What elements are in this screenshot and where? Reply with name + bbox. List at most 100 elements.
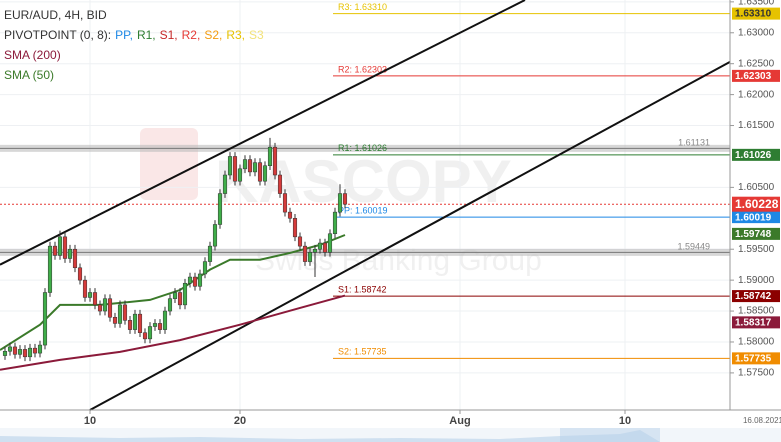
y-tick-label: 1.63000: [738, 27, 775, 38]
candle-body: [132, 313, 138, 330]
candle-body: [202, 261, 208, 275]
pivot-label: R1: 1.61026: [338, 143, 387, 153]
candle-body: [257, 162, 263, 182]
candle-body: [7, 346, 13, 352]
navigator-area: [0, 430, 660, 442]
y-tick-label: 1.57500: [738, 368, 775, 379]
candle-body: [57, 236, 63, 256]
candle-body: [127, 320, 133, 330]
trend-line: [0, 0, 526, 266]
candle-body: [342, 193, 348, 205]
pivot-label: R3: 1.63310: [338, 2, 387, 12]
candle-body: [137, 313, 143, 333]
price-box: [732, 290, 780, 303]
price-box: [732, 211, 780, 224]
candle-body: [72, 248, 78, 269]
candle-body: [242, 159, 248, 170]
legend-entry: SMA (200): [4, 48, 61, 62]
chart-title: EUR/AUD, 4H, BID: [4, 8, 107, 22]
candle-body: [107, 298, 113, 318]
candle-body: [27, 347, 33, 358]
x-tick-label: 20: [234, 415, 246, 427]
navigator-window[interactable]: [560, 428, 660, 442]
candle-body: [152, 323, 158, 327]
candle-body: [267, 146, 273, 166]
pivot-label: R2: 1.62303: [338, 64, 387, 74]
candle-body: [322, 242, 328, 253]
axes: 1.63500 1.63000 1.62500 1.62000 1.61500 1.605…: [84, 0, 780, 427]
candle-body: [67, 248, 73, 259]
y-tick-label: 1.59000: [738, 275, 775, 286]
candle-body: [12, 346, 18, 355]
price-box: [732, 352, 780, 365]
candle-body: [37, 344, 43, 354]
candle-body: [87, 292, 93, 298]
candle-body: [187, 276, 193, 284]
level-label: 1.59449: [677, 242, 710, 252]
y-tick-label: 1.58500: [738, 306, 775, 317]
candle-body: [122, 304, 128, 321]
candle-body: [62, 236, 68, 259]
candle-body: [157, 323, 163, 330]
x-tick-label: Aug: [449, 415, 470, 427]
candle-body: [192, 276, 198, 287]
y-tick-label: 1.62500: [738, 58, 775, 69]
candle-body: [22, 349, 28, 358]
candle-body: [207, 245, 213, 262]
candle-body: [2, 351, 8, 356]
candle-body: [92, 292, 98, 306]
candle-body: [317, 242, 323, 250]
candle-body: [262, 165, 268, 182]
candle-body: [327, 233, 333, 253]
legend-entry: SMA (50): [4, 68, 54, 82]
trend-line: [89, 60, 731, 411]
candle-body: [182, 282, 188, 306]
candle-body: [197, 273, 203, 287]
price-box-label: 1.60019: [735, 212, 772, 223]
price-box-label: 1.61026: [735, 150, 772, 161]
candle-body: [312, 248, 318, 253]
pivot-legend-item: S3: [249, 28, 264, 42]
y-tick-label: 1.59500: [738, 244, 775, 255]
price-box-label: 1.58742: [735, 291, 772, 302]
pivot-legend-label: PIVOTPOINT (0, 8):: [4, 28, 111, 42]
candle-body: [252, 162, 258, 173]
candle-body: [177, 292, 183, 306]
candle-body: [142, 332, 148, 340]
candle-body: [82, 279, 88, 298]
price-box-label: 1.57735: [735, 354, 772, 365]
candle-body: [282, 193, 288, 213]
price-box: [732, 7, 780, 20]
plot: 1.61131 1.59449 R3: 1.63310 R2: 1.62303 R1: …: [0, 0, 731, 411]
price-box-label: 1.63310: [735, 9, 772, 20]
pivot-label: S1: 1.58742: [338, 284, 387, 294]
price-box-label: 1.60228: [735, 197, 779, 211]
candle-body: [237, 168, 243, 182]
candle-body: [337, 193, 343, 213]
candle-body: [292, 218, 298, 238]
candle-body: [77, 267, 83, 281]
candle-body: [212, 224, 218, 247]
price-box: [732, 227, 780, 240]
pivot-legend-item: R1,: [137, 28, 156, 42]
candle-body: [247, 159, 253, 173]
candle-body: [307, 252, 313, 262]
sma-line: [0, 294, 346, 371]
candle-body: [42, 292, 48, 346]
candle-body: [302, 245, 308, 262]
candle-body: [117, 304, 123, 324]
candle-body: [52, 245, 58, 256]
candle-body: [297, 236, 303, 247]
candle-body: [227, 156, 233, 176]
pivot-label: PP: 1.60019: [338, 205, 388, 215]
date-label: 16.08.2021: [743, 416, 781, 425]
candle-body: [287, 211, 293, 219]
y-tick-label: 1.60500: [738, 182, 775, 193]
level-label: 1.61131: [678, 138, 710, 148]
price-box-label: 1.58317: [735, 318, 772, 329]
x-tick-label: 10: [619, 415, 631, 427]
candle-body: [17, 349, 23, 355]
